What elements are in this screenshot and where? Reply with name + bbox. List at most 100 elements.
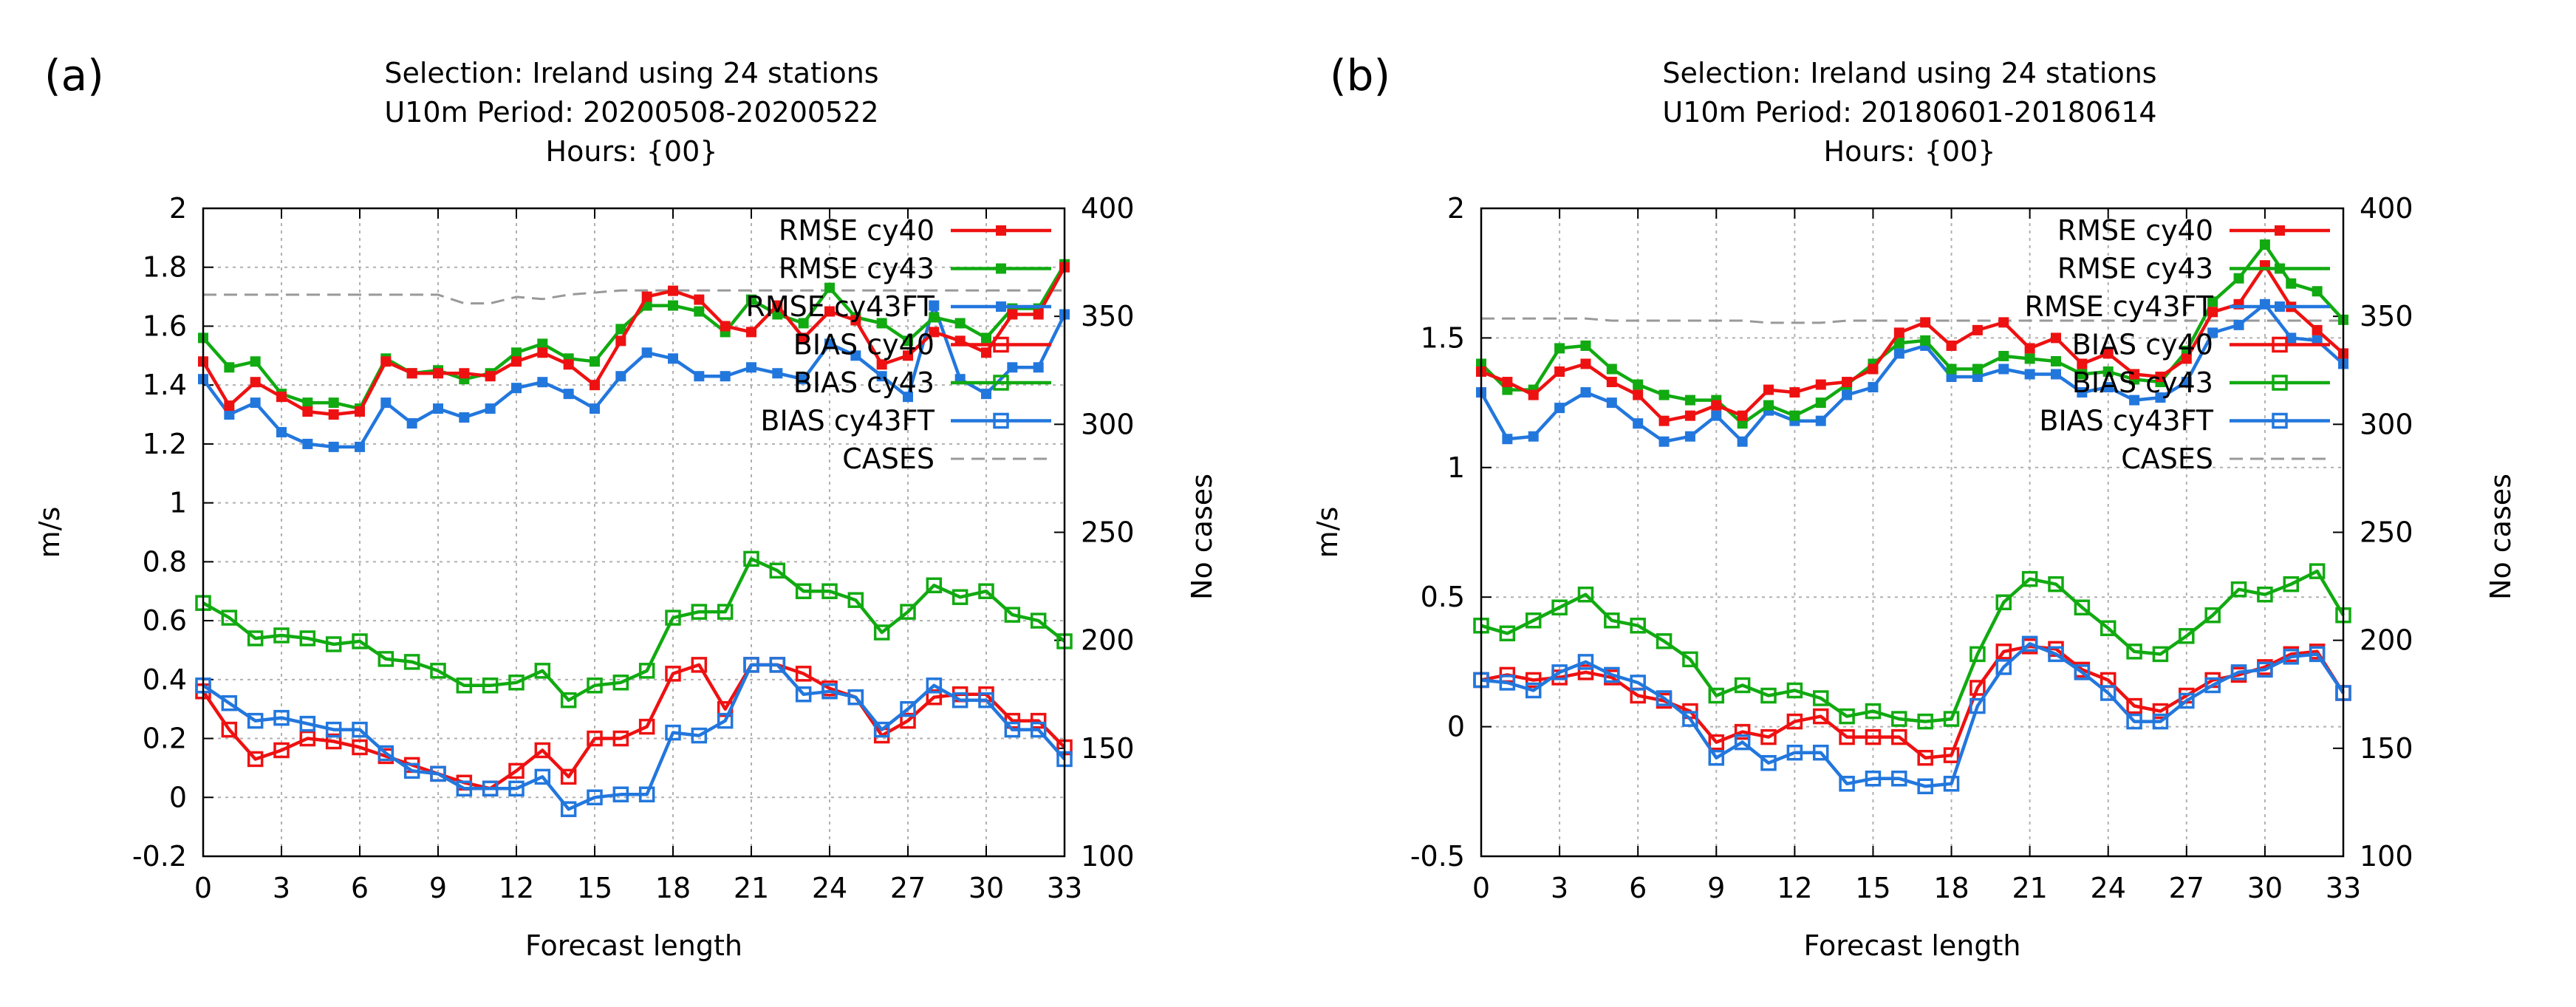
x-tick-label: 33 (2326, 872, 2361, 904)
x-tick-label: 30 (968, 872, 1004, 904)
data-point (2051, 369, 2061, 380)
data-point (1815, 379, 1826, 390)
data-point (1684, 431, 1695, 442)
data-point (355, 406, 365, 417)
chart-title-line: Selection: Ireland using 24 stations (384, 57, 878, 89)
chart-title-line: Hours: {00} (1824, 135, 1996, 168)
data-point (1737, 436, 1748, 447)
data-point (2051, 355, 2061, 366)
data-point (1893, 348, 1904, 359)
data-point (459, 412, 470, 423)
data-point (299, 630, 316, 646)
data-point (1865, 703, 1882, 720)
x-tick-label: 9 (429, 872, 447, 904)
data-point (1998, 317, 2009, 328)
data-point (2021, 570, 2038, 587)
y-tick-label: 1 (169, 487, 187, 519)
data-point (795, 686, 812, 703)
data-point (1502, 434, 1513, 445)
data-point (1815, 397, 1826, 409)
chart-title-line: U10m Period: 20180601-20180614 (1662, 96, 2156, 129)
data-point (903, 335, 913, 347)
series-bias-cy40 (1473, 638, 2351, 766)
series-line (202, 663, 1066, 811)
series-rmse-cy43ft (198, 300, 1070, 452)
data-point (1658, 436, 1670, 447)
data-point (1007, 362, 1018, 373)
data-point (1789, 387, 1800, 398)
y-tick-label: 1.6 (143, 310, 187, 342)
data-point (325, 733, 342, 750)
data-point (587, 730, 603, 747)
data-point (1630, 618, 1646, 634)
chart-title-line: Selection: Ireland using 24 stations (1662, 57, 2156, 89)
data-point (302, 397, 313, 409)
data-point (1969, 697, 1986, 714)
y-tick-label: 1.2 (143, 428, 187, 460)
data-point (2283, 649, 2300, 665)
legend-swatch-marker (2272, 375, 2288, 391)
data-point (273, 709, 290, 726)
data-point (638, 718, 655, 735)
x-tick-label: 6 (351, 872, 369, 904)
data-point (1891, 728, 1907, 745)
data-point (769, 562, 786, 579)
data-point (720, 321, 731, 332)
data-point (1682, 711, 1698, 727)
data-point (560, 801, 577, 817)
data-point (1734, 723, 1751, 740)
data-point (2102, 348, 2114, 359)
data-point (352, 739, 368, 756)
y2-tick-label: 350 (1081, 300, 1135, 332)
data-point (1633, 418, 1644, 429)
legend-swatch-marker (2272, 412, 2288, 429)
data-point (929, 300, 940, 311)
legend-swatch-marker (996, 225, 1006, 236)
data-point (641, 347, 652, 358)
data-point (1708, 749, 1725, 766)
panel-a: (a) Selection: Ireland using 24 stations U… (33, 50, 1218, 962)
data-point (250, 377, 261, 388)
y2-tick-label: 100 (2360, 840, 2413, 873)
data-point (2257, 661, 2273, 678)
data-point (1708, 687, 1725, 704)
data-point (2309, 563, 2326, 579)
data-point (224, 400, 235, 412)
legend-swatch-marker (2272, 336, 2288, 353)
data-point (377, 651, 394, 667)
data-point (563, 389, 574, 400)
data-point (1893, 327, 1904, 338)
chart-title-line: Hours: {00} (546, 135, 718, 168)
data-point (380, 356, 392, 367)
y-axis-label: m/s (1311, 507, 1344, 559)
y-tick-label: 2 (1447, 192, 1465, 225)
series-line (1480, 302, 2345, 443)
series-cases (1481, 317, 2343, 324)
data-point (2230, 664, 2247, 680)
data-point (2309, 646, 2326, 663)
data-point (1711, 410, 1722, 421)
data-point (1580, 358, 1591, 369)
legend-label: BIAS cy40 (793, 329, 935, 361)
data-point (2100, 620, 2117, 637)
data-point (2021, 635, 2038, 652)
data-point (1891, 711, 1907, 727)
legend-label: CASES (842, 443, 935, 475)
y2-tick-label: 400 (1081, 192, 1135, 225)
data-point (1893, 338, 1904, 349)
legend-swatch-marker (993, 412, 1009, 429)
data-point (1004, 607, 1021, 623)
data-point (221, 694, 238, 711)
y2-tick-label: 300 (1081, 408, 1135, 440)
data-point (430, 663, 446, 679)
legend-label: CASES (2121, 443, 2213, 475)
data-point (1684, 410, 1695, 421)
data-point (743, 550, 759, 567)
data-point (247, 751, 264, 768)
data-point (430, 765, 446, 782)
data-point (612, 786, 629, 803)
data-point (850, 350, 861, 361)
data-point (1554, 403, 1565, 414)
data-point (1580, 387, 1591, 398)
y-tick-label: 0.5 (1421, 581, 1465, 613)
